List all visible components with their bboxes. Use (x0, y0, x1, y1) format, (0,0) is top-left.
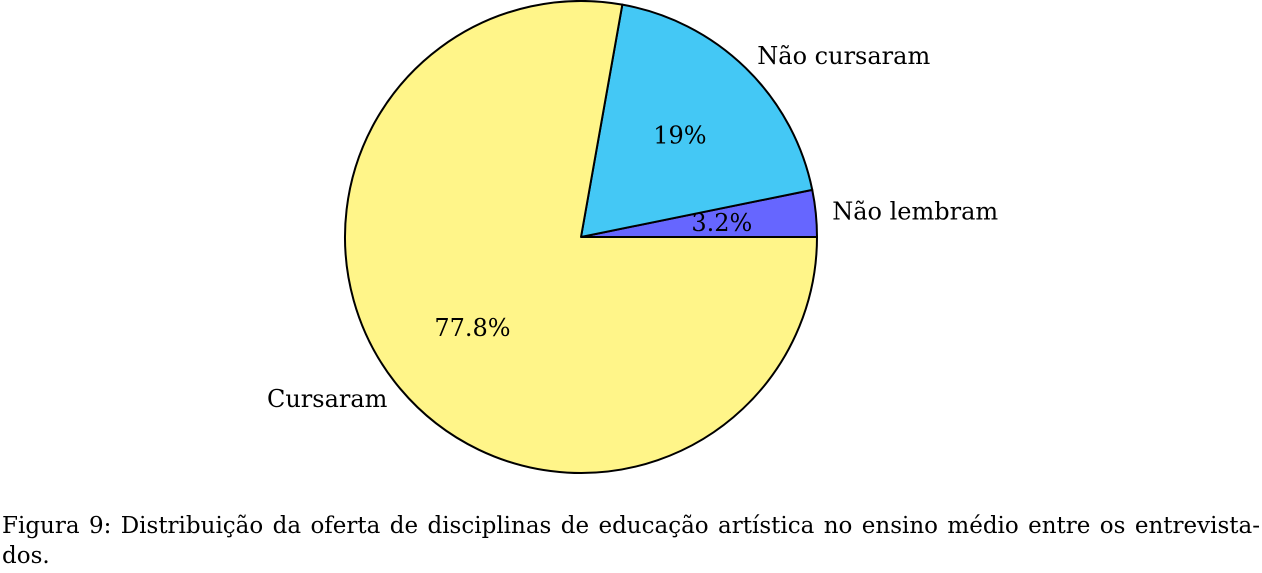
pie-chart: 3.2% 19% 77.8% Não lembram Não cursaram Curs… (267, 0, 998, 474)
pie-slice-cursaram (344, 0, 818, 474)
slice-label-nao-cursaram: Não cursaram (757, 42, 930, 70)
pie-slice-nao-cursaram (580, 3, 814, 238)
value-label-nao-cursaram: 19% (653, 122, 706, 150)
value-label-nao-lembram: 3.2% (691, 209, 752, 237)
pie-value-labels: 3.2% 19% 77.8% (434, 122, 752, 342)
slice-label-nao-lembram: Não lembram (832, 198, 998, 226)
caption-text-line-1: Distribuição da oferta de disciplinas de… (120, 513, 1260, 539)
slice-label-cursaram: Cursaram (267, 385, 388, 413)
figure-caption: Figura 9: Distribuição da oferta de disc… (2, 511, 1260, 571)
pie-slices (344, 0, 818, 474)
value-label-cursaram: 77.8% (434, 314, 510, 342)
pie-outer-labels: Não lembram Não cursaram Cursaram (267, 42, 998, 413)
caption-prefix: Figura 9: (2, 513, 112, 539)
caption-text-line-2: dos. (2, 543, 50, 569)
caption-line-1: Figura 9: Distribuição da oferta de disc… (2, 511, 1260, 541)
